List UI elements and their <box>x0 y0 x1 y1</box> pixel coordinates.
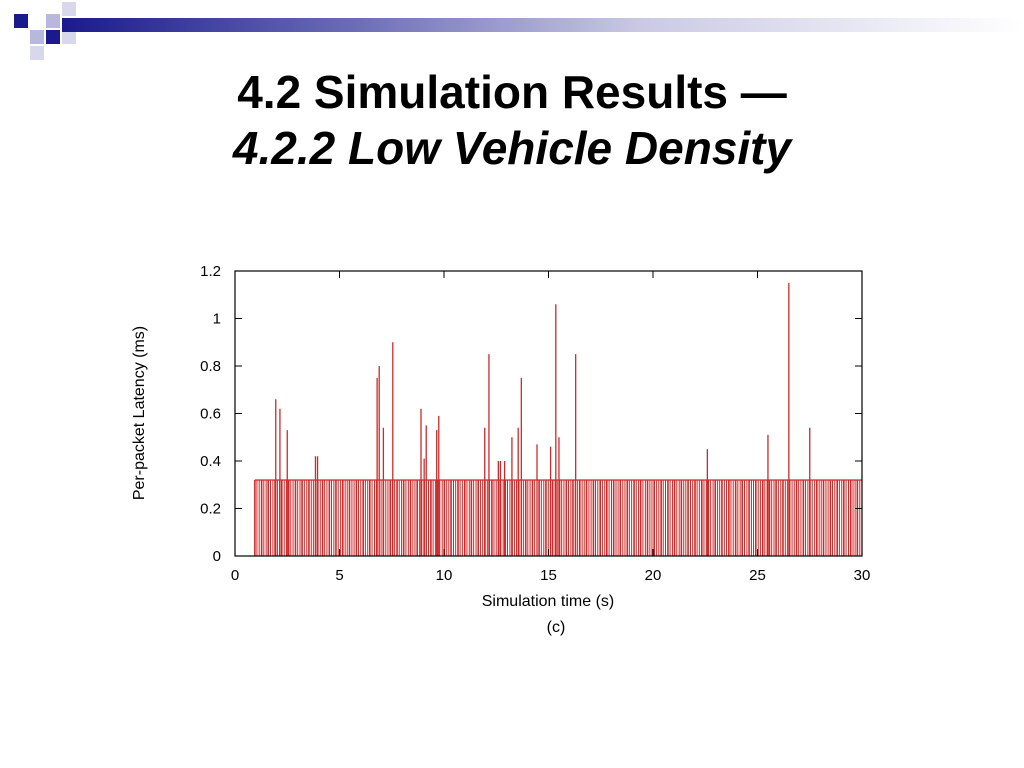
x-axis-label: Simulation time (s) <box>482 593 614 610</box>
title-line-1: 4.2 Simulation Results — <box>237 66 787 118</box>
y-tick-label: 0 <box>213 548 221 565</box>
y-axis-label: Per-packet Latency (ms) <box>131 326 148 500</box>
x-tick-label: 0 <box>231 567 239 584</box>
y-tick-label: 0.8 <box>200 358 221 375</box>
ticks-layer: 0 5 10 15 20 25 30 0 0.2 0.4 0.6 0.8 1 1.2 <box>200 263 870 584</box>
decorative-squares <box>0 0 90 70</box>
y-tick-label: 1 <box>213 311 221 328</box>
x-tick-label: 10 <box>436 567 453 584</box>
x-tick-label: 5 <box>335 567 343 584</box>
chart-caption: (c) <box>547 619 566 636</box>
x-tick-label: 30 <box>854 567 871 584</box>
x-tick-label: 15 <box>540 567 557 584</box>
y-tick-label: 0.4 <box>200 453 221 470</box>
y-tick-label: 0.6 <box>200 406 221 423</box>
title-line-2: 4.2.2 Low Vehicle Density <box>232 122 792 174</box>
bars-layer <box>254 282 863 556</box>
slide-title: 4.2 Simulation Results — 4.2.2 Low Vehic… <box>0 64 1024 176</box>
y-tick-label: 0.2 <box>200 501 221 518</box>
x-tick-label: 25 <box>749 567 766 584</box>
x-tick-label: 20 <box>645 567 662 584</box>
latency-chart: 0 5 10 15 20 25 30 0 0.2 0.4 0.6 0.8 1 1.2 Simulation… <box>120 255 900 645</box>
chart-svg: 0 5 10 15 20 25 30 0 0.2 0.4 0.6 0.8 1 1.2 Simulation… <box>131 263 870 636</box>
y-tick-label: 1.2 <box>200 263 221 280</box>
header-gradient-bar <box>62 18 1024 32</box>
